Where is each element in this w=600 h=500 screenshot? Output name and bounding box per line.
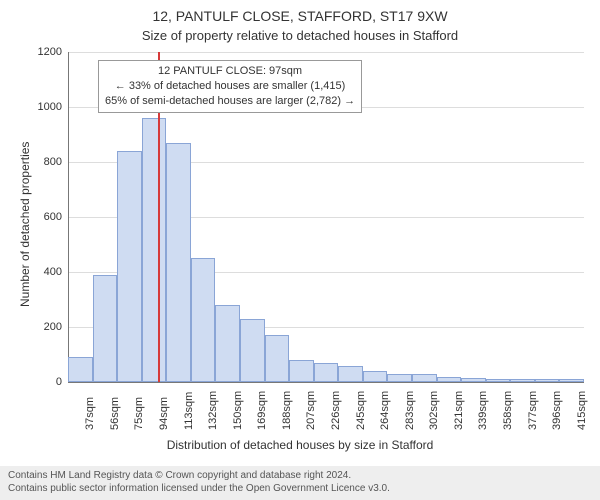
- histogram-bar: [559, 379, 584, 382]
- histogram-bar: [535, 379, 560, 382]
- x-tick-label: 94sqm: [158, 397, 170, 430]
- x-axis-label: Distribution of detached houses by size …: [0, 438, 600, 452]
- y-tick-label: 1200: [24, 46, 62, 58]
- x-axis-line: [68, 382, 584, 383]
- histogram-bar: [437, 377, 462, 383]
- x-tick-label: 264sqm: [379, 391, 391, 430]
- y-tick-label: 0: [24, 376, 62, 388]
- x-tick-label: 169sqm: [256, 391, 268, 430]
- x-tick-label: 132sqm: [207, 391, 219, 430]
- histogram-bar: [363, 371, 388, 382]
- title-line-2: Size of property relative to detached ho…: [0, 28, 600, 43]
- histogram-bar: [265, 335, 290, 382]
- info-box: 12 PANTULF CLOSE: 97sqm ← 33% of detache…: [98, 60, 362, 113]
- histogram-bar: [387, 374, 412, 382]
- histogram-bar: [510, 379, 535, 382]
- x-tick-label: 339sqm: [477, 391, 489, 430]
- x-tick-label: 226sqm: [330, 391, 342, 430]
- title-line-1: 12, PANTULF CLOSE, STAFFORD, ST17 9XW: [0, 8, 600, 24]
- x-tick-label: 37sqm: [84, 397, 96, 430]
- histogram-bar: [461, 378, 486, 382]
- histogram-bar: [412, 374, 437, 382]
- x-tick-label: 188sqm: [281, 391, 293, 430]
- y-tick-label: 800: [24, 156, 62, 168]
- x-tick-label: 113sqm: [183, 392, 195, 430]
- histogram-bar: [191, 258, 216, 382]
- x-tick-label: 283sqm: [404, 391, 416, 430]
- y-tick-label: 1000: [24, 101, 62, 113]
- footer-line-1: Contains HM Land Registry data © Crown c…: [8, 469, 600, 482]
- info-box-line-1: 12 PANTULF CLOSE: 97sqm: [105, 64, 355, 79]
- x-tick-label: 358sqm: [502, 391, 514, 430]
- x-tick-label: 396sqm: [551, 391, 563, 430]
- y-axis-line: [68, 52, 69, 382]
- histogram-bar: [289, 360, 314, 382]
- histogram-bar: [142, 118, 167, 382]
- y-gridline: [68, 52, 584, 53]
- x-tick-label: 302sqm: [428, 391, 440, 430]
- histogram-bar: [338, 366, 363, 383]
- histogram-bar: [117, 151, 142, 382]
- x-tick-label: 245sqm: [355, 391, 367, 430]
- info-box-line-2: ← 33% of detached houses are smaller (1,…: [105, 79, 355, 94]
- x-tick-label: 415sqm: [576, 391, 588, 430]
- x-tick-label: 75sqm: [133, 397, 145, 430]
- histogram-bar: [240, 319, 265, 382]
- x-tick-label: 207sqm: [305, 391, 317, 430]
- y-tick-label: 400: [24, 266, 62, 278]
- x-tick-label: 150sqm: [232, 391, 244, 430]
- histogram-bar: [215, 305, 240, 382]
- histogram-bar: [166, 143, 191, 382]
- histogram-bar: [314, 363, 339, 382]
- x-tick-label: 321sqm: [453, 391, 465, 430]
- x-tick-label: 56sqm: [109, 397, 121, 430]
- figure-root: 12, PANTULF CLOSE, STAFFORD, ST17 9XW Si…: [0, 0, 600, 500]
- footer-line-2: Contains public sector information licen…: [8, 482, 600, 495]
- footer-attribution: Contains HM Land Registry data © Crown c…: [0, 469, 600, 495]
- histogram-bar: [93, 275, 118, 382]
- histogram-bar: [68, 357, 93, 382]
- y-tick-label: 200: [24, 321, 62, 333]
- info-box-line-3: 65% of semi-detached houses are larger (…: [105, 94, 355, 109]
- x-tick-label: 377sqm: [527, 391, 539, 430]
- y-tick-label: 600: [24, 211, 62, 223]
- histogram-bar: [486, 379, 511, 382]
